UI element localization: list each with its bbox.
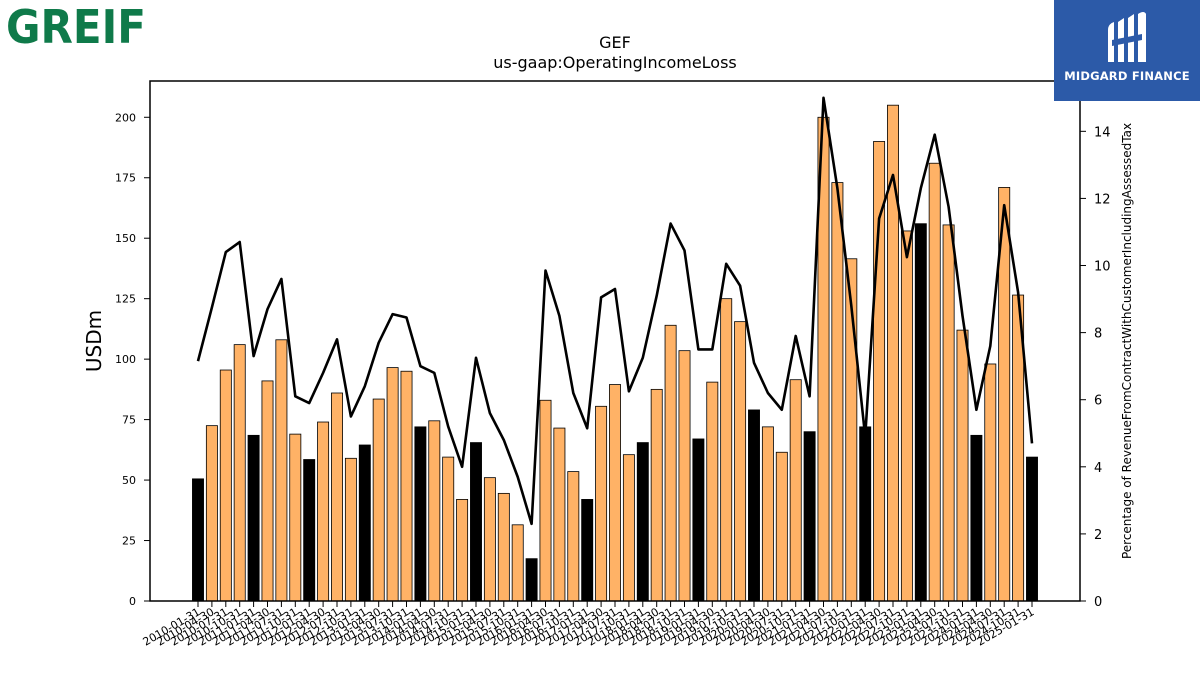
bar-annual bbox=[247, 434, 260, 602]
percentage-line-series bbox=[196, 96, 1034, 526]
bar-annual bbox=[1026, 456, 1038, 602]
bar-annual bbox=[859, 426, 872, 602]
midgard-finance-text: MIDGARD FINANCE bbox=[1064, 69, 1190, 83]
bar-quarter bbox=[650, 388, 663, 602]
bar-quarter bbox=[219, 369, 232, 602]
bar-quarter bbox=[261, 380, 274, 602]
bar-quarter bbox=[331, 392, 343, 602]
x-axis: 2010-01-312010-04-302010-07-312010-10-31… bbox=[141, 601, 1037, 649]
bar-annual bbox=[970, 434, 983, 602]
y2-tick-label: 2 bbox=[1094, 528, 1102, 543]
bar-quarter bbox=[344, 457, 357, 602]
bar-quarter bbox=[664, 324, 677, 602]
chart-title: GEF bbox=[599, 33, 631, 52]
bar-quarter bbox=[275, 339, 288, 602]
y2-tick-label: 6 bbox=[1094, 394, 1102, 409]
y2-axis: 0 2 4 6 8 10 12 14 bbox=[1080, 125, 1111, 610]
y-tick-label: 50 bbox=[122, 474, 136, 487]
midgard-finance-logo: MIDGARD FINANCE bbox=[1054, 0, 1200, 101]
bar-quarter bbox=[400, 370, 413, 602]
percentage-line bbox=[196, 96, 1034, 526]
y-tick-label: 200 bbox=[115, 111, 136, 124]
plot-frame bbox=[149, 80, 1081, 602]
bar-quarter bbox=[539, 399, 552, 602]
bar-quarter bbox=[609, 384, 621, 602]
chart-subtitle: us-gaap:OperatingIncomeLoss bbox=[493, 53, 737, 72]
bar-quarter bbox=[567, 471, 580, 602]
y2-tick-label: 12 bbox=[1094, 192, 1111, 207]
bar-quarter bbox=[456, 499, 469, 602]
bar-quarter bbox=[734, 321, 747, 602]
bar-quarter bbox=[928, 162, 941, 602]
bar-quarter bbox=[553, 427, 566, 602]
bar-annual bbox=[525, 558, 538, 602]
bar-quarter bbox=[442, 456, 455, 602]
y-axis: 0 25 50 75 100 125 150 175 200 bbox=[115, 111, 150, 608]
bar-annual bbox=[914, 223, 927, 602]
bar-annual bbox=[636, 442, 649, 602]
bar-quarter bbox=[511, 524, 524, 602]
bar-quarter bbox=[497, 492, 510, 602]
midgard-emblem-icon bbox=[1108, 12, 1146, 62]
bar-quarter bbox=[942, 224, 955, 602]
bar-annual bbox=[414, 426, 427, 602]
bar-quarter bbox=[706, 381, 719, 602]
y2-tick-label: 10 bbox=[1094, 260, 1111, 275]
bar-quarter bbox=[678, 350, 691, 602]
bar-annual bbox=[358, 444, 371, 602]
bar-quarter bbox=[831, 182, 844, 602]
y2-tick-label: 4 bbox=[1094, 461, 1102, 476]
bar-quarter bbox=[956, 329, 969, 602]
y-tick-label: 75 bbox=[122, 414, 136, 427]
y-tick-label: 0 bbox=[129, 595, 136, 608]
bar-annual bbox=[192, 478, 204, 602]
bar-annual bbox=[470, 442, 482, 602]
y2-tick-label: 0 bbox=[1094, 595, 1102, 610]
bar-quarter bbox=[372, 398, 385, 602]
bar-annual bbox=[303, 459, 316, 602]
bar-quarter bbox=[233, 344, 246, 602]
bar-quarter bbox=[720, 298, 733, 602]
bar-quarter bbox=[289, 433, 302, 602]
svg-text:GREIF: GREIF bbox=[6, 2, 146, 50]
y-tick-label: 150 bbox=[115, 232, 136, 245]
bar-quarter bbox=[789, 379, 802, 602]
y-tick-label: 125 bbox=[115, 293, 136, 306]
bar-quarter bbox=[317, 421, 330, 602]
bar-quarter bbox=[205, 425, 218, 602]
y-tick-label: 175 bbox=[115, 172, 136, 185]
y2-tick-label: 8 bbox=[1094, 327, 1102, 342]
bar-quarter bbox=[622, 454, 635, 602]
bar-quarter bbox=[900, 230, 913, 602]
bar-series bbox=[192, 104, 1038, 602]
greif-logo: GREIF bbox=[6, 0, 151, 54]
bar-annual bbox=[748, 409, 760, 602]
y-tick-label: 25 bbox=[122, 535, 136, 548]
bar-quarter bbox=[761, 426, 774, 602]
bar-quarter bbox=[386, 367, 399, 602]
bar-annual bbox=[581, 499, 594, 602]
y2-tick-label: 14 bbox=[1094, 125, 1111, 140]
bar-annual bbox=[692, 438, 705, 602]
y-axis-label: USDm bbox=[82, 310, 106, 372]
bar-quarter bbox=[775, 451, 788, 602]
bar-quarter bbox=[428, 420, 441, 602]
bar-annual bbox=[803, 431, 816, 602]
y-tick-label: 100 bbox=[115, 353, 136, 366]
y2-axis-label: Percentage of RevenueFromContractWithCus… bbox=[1120, 123, 1134, 559]
bar-quarter bbox=[595, 405, 608, 602]
bar-quarter bbox=[984, 363, 997, 602]
bar-quarter bbox=[483, 477, 496, 602]
